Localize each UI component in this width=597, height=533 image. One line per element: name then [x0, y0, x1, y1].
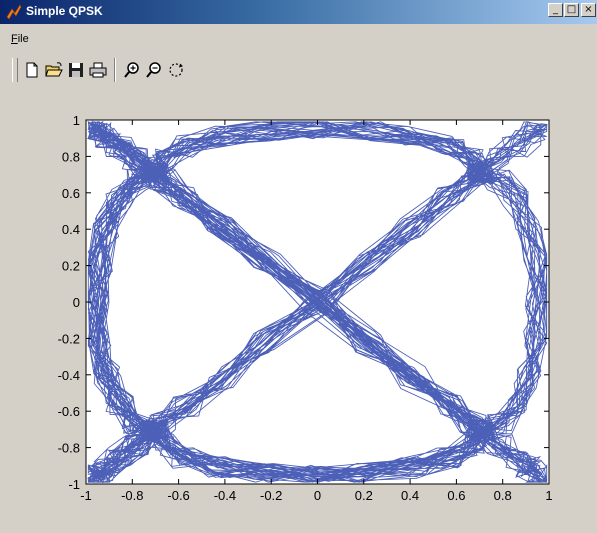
x-tick-label: -1	[80, 488, 92, 503]
title-bar[interactable]: Simple QPSK _ □ ×	[0, 0, 597, 24]
open-file-button[interactable]	[44, 60, 64, 80]
y-tick-label: -0.4	[58, 368, 80, 383]
y-tick-label: -0.8	[58, 441, 80, 456]
close-icon: ×	[584, 4, 593, 15]
x-tick-label: 0.8	[494, 488, 512, 503]
x-tick-label: 0.4	[401, 488, 419, 503]
maximize-icon: □	[566, 4, 577, 15]
y-tick-label: 0.8	[62, 149, 80, 164]
rotate-icon	[169, 63, 183, 77]
new-document-icon	[26, 62, 38, 78]
minimize-icon: _	[553, 4, 558, 15]
new-figure-button[interactable]	[22, 60, 42, 80]
toolbar-grip[interactable]	[12, 58, 18, 82]
iq-trajectory-line	[86, 120, 548, 484]
open-folder-icon	[45, 62, 63, 77]
x-tick-label: -0.2	[260, 488, 282, 503]
printer-icon	[89, 62, 107, 78]
qpsk-constellation-plot[interactable]: -1 -0.8 -0.6 -0.4 -0.2 0 0.2 0.4 0.6 0.8 1 -1 -0.8 -0…	[0, 88, 597, 533]
matlab-app-icon	[6, 4, 22, 20]
close-button[interactable]: ×	[581, 3, 596, 17]
minimize-button[interactable]: _	[548, 3, 563, 17]
menu-bar: File	[0, 24, 597, 52]
save-disk-icon	[69, 63, 83, 77]
zoom-out-button[interactable]	[144, 60, 164, 80]
y-tick-label: 1	[73, 113, 80, 128]
zoom-out-icon	[146, 62, 161, 78]
rotate-3d-button[interactable]	[166, 60, 186, 80]
y-tick-label: 0	[73, 295, 80, 310]
menu-file-label: ile	[17, 33, 29, 45]
y-tick-label: 0.2	[62, 259, 80, 274]
x-tick-label: 0	[314, 488, 321, 503]
y-tick-label: -1	[68, 477, 80, 492]
menu-file[interactable]: File	[11, 33, 29, 45]
toolbar-separator	[114, 58, 116, 82]
y-tick-label: 0.6	[62, 186, 80, 201]
window-title: Simple QPSK	[26, 4, 103, 18]
x-tick-label: -0.6	[167, 488, 189, 503]
save-figure-button[interactable]	[66, 60, 86, 80]
figure-toolbar	[0, 52, 597, 88]
menu-file-mnemonic: F	[11, 33, 18, 45]
x-tick-label: 0.2	[355, 488, 373, 503]
x-tick-label: -0.4	[214, 488, 236, 503]
y-tick-label: -0.2	[58, 331, 80, 346]
x-tick-label: 1	[545, 488, 552, 503]
print-figure-button[interactable]	[88, 60, 108, 80]
figure-canvas: -1 -0.8 -0.6 -0.4 -0.2 0 0.2 0.4 0.6 0.8 1 -1 -0.8 -0…	[0, 88, 597, 533]
zoom-in-icon	[124, 62, 139, 78]
x-tick-label: 0.6	[447, 488, 465, 503]
y-tick-label: 0.4	[62, 222, 80, 237]
zoom-in-button[interactable]	[122, 60, 142, 80]
x-tick-label: -0.8	[121, 488, 143, 503]
maximize-button[interactable]: □	[564, 3, 579, 17]
y-tick-label: -0.6	[58, 404, 80, 419]
